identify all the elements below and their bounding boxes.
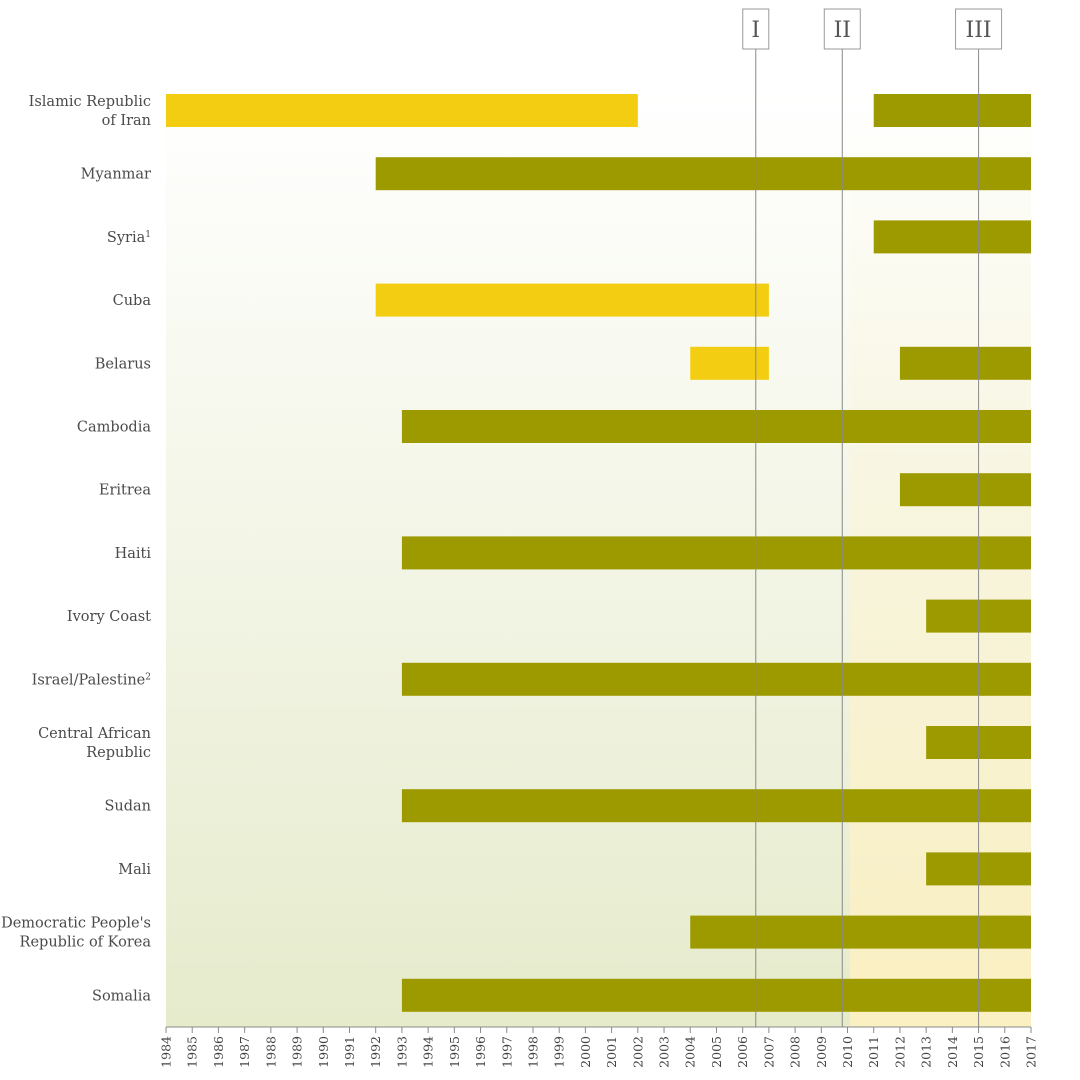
x-tick-label-2016: 2016 [997, 1036, 1012, 1068]
x-tick-label-1994: 1994 [421, 1036, 436, 1068]
footnote-marker: 2 [145, 672, 151, 682]
x-tick-label-2004: 2004 [683, 1036, 698, 1068]
x-tick-label-1997: 1997 [499, 1036, 514, 1068]
country-label-central-african-republic-line-2: Republic [86, 745, 151, 761]
country-label-islamic-republic-of-iran-line-1: Islamic Republic [29, 94, 151, 110]
marker-label-iii: III [966, 18, 992, 43]
bars-layer [166, 94, 1032, 1012]
country-label-ivory-coast: Ivory Coast [67, 609, 151, 625]
country-label-haiti: Haiti [115, 546, 152, 562]
country-label-democratic-people-s-republic-of-korea-line-1: Democratic People's [1, 916, 151, 932]
x-tick-label-1985: 1985 [185, 1036, 200, 1068]
bar-syria-0 [873, 220, 1031, 254]
x-tick-label-1996: 1996 [473, 1036, 488, 1068]
x-tick-label-1986: 1986 [211, 1036, 226, 1068]
bar-belarus-1 [899, 346, 1031, 380]
country-labels: Islamic Republic of Iran Myanmar Syria1 Cuba… [1, 94, 151, 1004]
bar-haiti-0 [401, 536, 1032, 570]
x-tick-label-2009: 2009 [814, 1036, 829, 1068]
x-tick-label-2001: 2001 [604, 1036, 619, 1068]
x-tick-label-2005: 2005 [709, 1036, 724, 1068]
x-tick-label-2003: 2003 [657, 1036, 672, 1068]
x-tick-label-2007: 2007 [761, 1036, 776, 1068]
bar-islamic-republic-of-iran-1 [873, 94, 1031, 127]
x-tick-label-1988: 1988 [263, 1036, 278, 1068]
bar-democratic-people-s-republic-of-korea-0 [690, 915, 1031, 949]
country-label-eritrea: Eritrea [99, 483, 151, 499]
x-tick-label-2017: 2017 [1024, 1036, 1039, 1068]
x-tick-label-1999: 1999 [552, 1036, 567, 1068]
country-label-belarus: Belarus [95, 356, 151, 372]
bar-eritrea-0 [899, 473, 1031, 507]
x-tick-label-1989: 1989 [290, 1036, 305, 1068]
marker-label-ii: II [834, 18, 851, 43]
bar-somalia-0 [401, 978, 1032, 1012]
x-tick-label-1991: 1991 [342, 1036, 357, 1068]
bar-cambodia-0 [401, 410, 1032, 443]
x-tick-label-2011: 2011 [866, 1036, 881, 1068]
country-label-sudan: Sudan [104, 799, 151, 815]
marker-box-i [742, 8, 770, 50]
x-tick-label-1987: 1987 [237, 1036, 252, 1068]
country-label-democratic-people-s-republic-of-korea-line-2: Republic of Korea [20, 935, 152, 951]
country-label-cuba: Cuba [113, 293, 152, 309]
x-tick-label-1995: 1995 [447, 1036, 462, 1068]
marker-box-iii [955, 8, 1003, 50]
x-tick-label-2006: 2006 [735, 1036, 750, 1068]
footnote-marker: 1 [145, 230, 151, 240]
x-tick-label-1990: 1990 [316, 1036, 331, 1068]
country-label-israel-palestine: Israel/Palestine2 [32, 672, 151, 688]
bar-sudan-0 [401, 789, 1032, 823]
x-tick-label-2014: 2014 [945, 1036, 960, 1068]
bar-israel-palestine-0 [401, 662, 1032, 696]
x-tick-label-1993: 1993 [394, 1036, 409, 1068]
country-label-cambodia: Cambodia [77, 420, 151, 436]
x-tick-label-2010: 2010 [840, 1036, 855, 1068]
x-tick-label-2012: 2012 [892, 1036, 907, 1068]
marker-box-ii [823, 8, 861, 50]
x-tick-label-2008: 2008 [788, 1036, 803, 1068]
country-label-syria: Syria1 [107, 230, 151, 246]
bar-cuba-0 [375, 283, 769, 317]
x-tick-label-1998: 1998 [525, 1036, 540, 1068]
x-tick-label-1984: 1984 [159, 1036, 174, 1068]
x-axis: 1984 1985 1986 1987 1988 1989 1990 1991 1992 1993… [159, 1026, 1039, 1068]
country-label-myanmar: Myanmar [81, 167, 151, 183]
x-tick-label-2013: 2013 [919, 1036, 934, 1068]
markers-layer: I II III [742, 8, 1003, 1027]
x-tick-label-2000: 2000 [578, 1036, 593, 1068]
bar-myanmar-0 [375, 157, 1031, 191]
x-tick-label-2002: 2002 [630, 1036, 645, 1068]
country-label-mali: Mali [118, 862, 151, 878]
bar-belarus-0 [690, 346, 769, 380]
bar-islamic-republic-of-iran-0 [166, 94, 638, 127]
country-label-central-african-republic-line-1: Central African [38, 726, 151, 742]
country-label-islamic-republic-of-iran-line-2: of Iran [102, 113, 151, 129]
x-tick-label-2015: 2015 [971, 1036, 986, 1068]
x-tick-label-1992: 1992 [368, 1036, 383, 1068]
marker-label-i: I [751, 18, 760, 43]
country-label-somalia: Somalia [92, 988, 151, 1004]
